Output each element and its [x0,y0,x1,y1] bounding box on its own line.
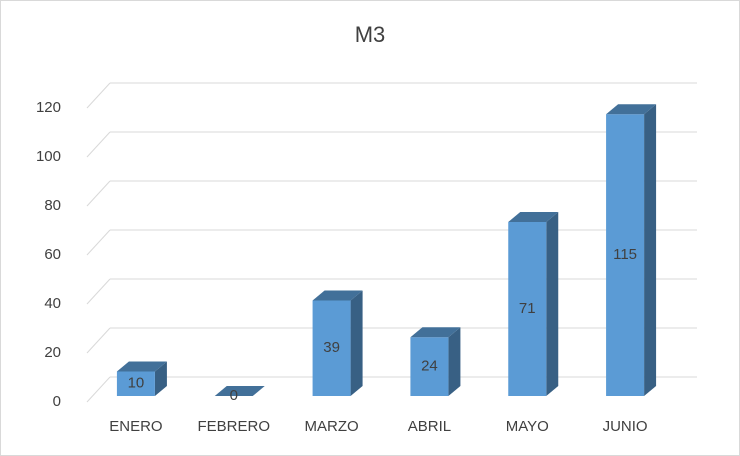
bar-top [410,327,461,338]
bar-front [606,114,645,396]
x-tick-label: FEBRERO [197,418,270,435]
grid-line-depth [86,82,111,109]
grid-line-depth [86,376,111,403]
bar-top [606,104,657,115]
x-tick-label: ENERO [109,418,162,435]
data-label: 71 [519,300,536,317]
bar-side [350,290,363,396]
bar-top [116,361,167,372]
y-tick-label: 80 [44,197,61,214]
chart-title: M3 [355,22,386,47]
bar-side [448,327,461,396]
grid-line-depth [86,327,111,354]
bar-top [312,290,363,301]
bar-front [312,300,351,396]
data-label: 0 [230,387,238,404]
bar-side [644,104,657,396]
x-tick-label: JUNIO [603,418,648,435]
bar [410,327,461,396]
data-label: 39 [323,339,340,356]
y-tick-label: 60 [44,246,61,263]
bar-front [116,371,155,396]
x-tick-label: MAYO [506,418,549,435]
bar-top [508,212,559,223]
x-tick-label: MARZO [304,418,358,435]
y-tick-label: 120 [36,99,61,116]
x-tick-label: ABRIL [408,418,451,435]
bar-front [410,337,449,396]
bar [116,361,167,396]
y-tick-label: 20 [44,344,61,361]
bar [508,212,559,396]
bar [214,386,265,396]
bar [312,290,363,396]
bar-top [214,386,265,396]
data-label: 115 [613,246,637,263]
grid-line-depth [86,278,111,305]
bar-front [508,222,547,396]
y-tick-label: 0 [53,393,61,410]
grid-line-depth [86,180,111,207]
bar-side [154,361,167,396]
data-label: 24 [421,358,438,375]
y-tick-label: 40 [44,295,61,312]
data-label: 10 [128,375,145,392]
y-tick-label: 100 [36,148,61,165]
grid-line-depth [86,131,111,158]
bar [606,104,657,396]
bar-side [546,212,559,396]
grid-line-depth [86,229,111,256]
